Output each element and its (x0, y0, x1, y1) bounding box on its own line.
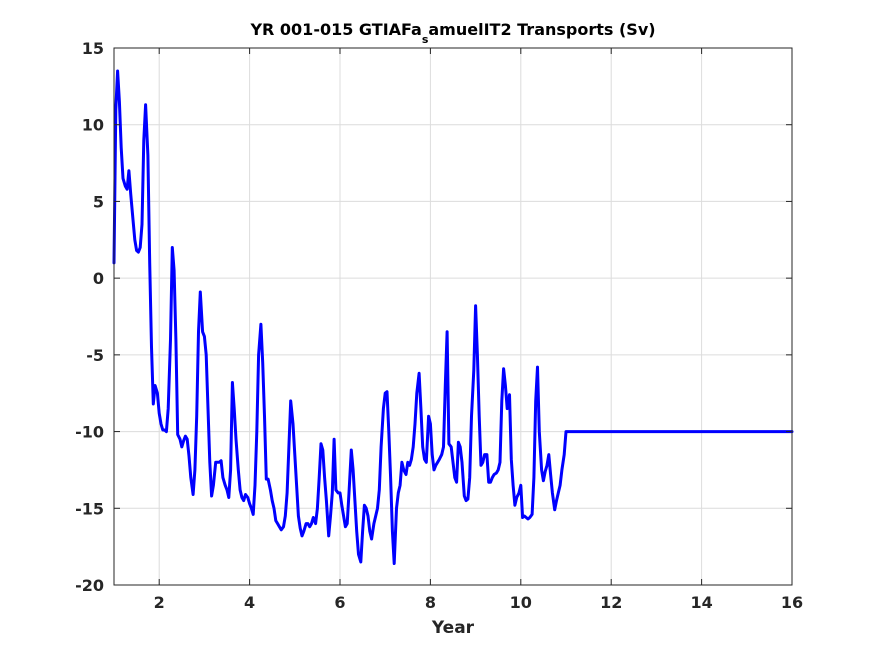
y-tick-label: 15 (82, 39, 104, 58)
x-tick-label: 14 (690, 593, 712, 612)
chart-title: YR 001-015 GTIAFasamuelIT2 Transports (S… (249, 20, 655, 46)
x-tick-label: 4 (244, 593, 255, 612)
series-line (112, 69, 794, 565)
y-tick-label: -15 (75, 499, 104, 518)
x-tick-label: 10 (510, 593, 532, 612)
y-tick-label: -5 (86, 346, 104, 365)
x-axis-ticks: 2 4 6 8 10 12 14 16 (154, 48, 803, 612)
y-tick-label: -20 (75, 576, 104, 595)
series-layer (112, 69, 794, 565)
y-axis-ticks: -20 -15 -10 -5 0 5 10 15 (75, 39, 792, 595)
x-tick-label: 16 (781, 593, 803, 612)
y-tick-label: -10 (75, 423, 104, 442)
x-tick-label: 12 (600, 593, 622, 612)
axes-box (113, 47, 793, 586)
y-tick-label: 10 (82, 116, 104, 135)
chart-title-main: YR 001-015 GTIAFa (249, 20, 421, 39)
x-axis-label: Year (431, 618, 475, 638)
x-tick-label: 2 (154, 593, 165, 612)
x-tick-label: 6 (334, 593, 345, 612)
chart-title-subscript: s (422, 33, 429, 46)
x-tick-label: 8 (425, 593, 436, 612)
plot-area (114, 48, 792, 585)
chart-title-rest: amuelIT2 Transports (Sv) (428, 20, 655, 39)
y-tick-label: 5 (93, 192, 104, 211)
y-tick-label: 0 (93, 269, 104, 288)
